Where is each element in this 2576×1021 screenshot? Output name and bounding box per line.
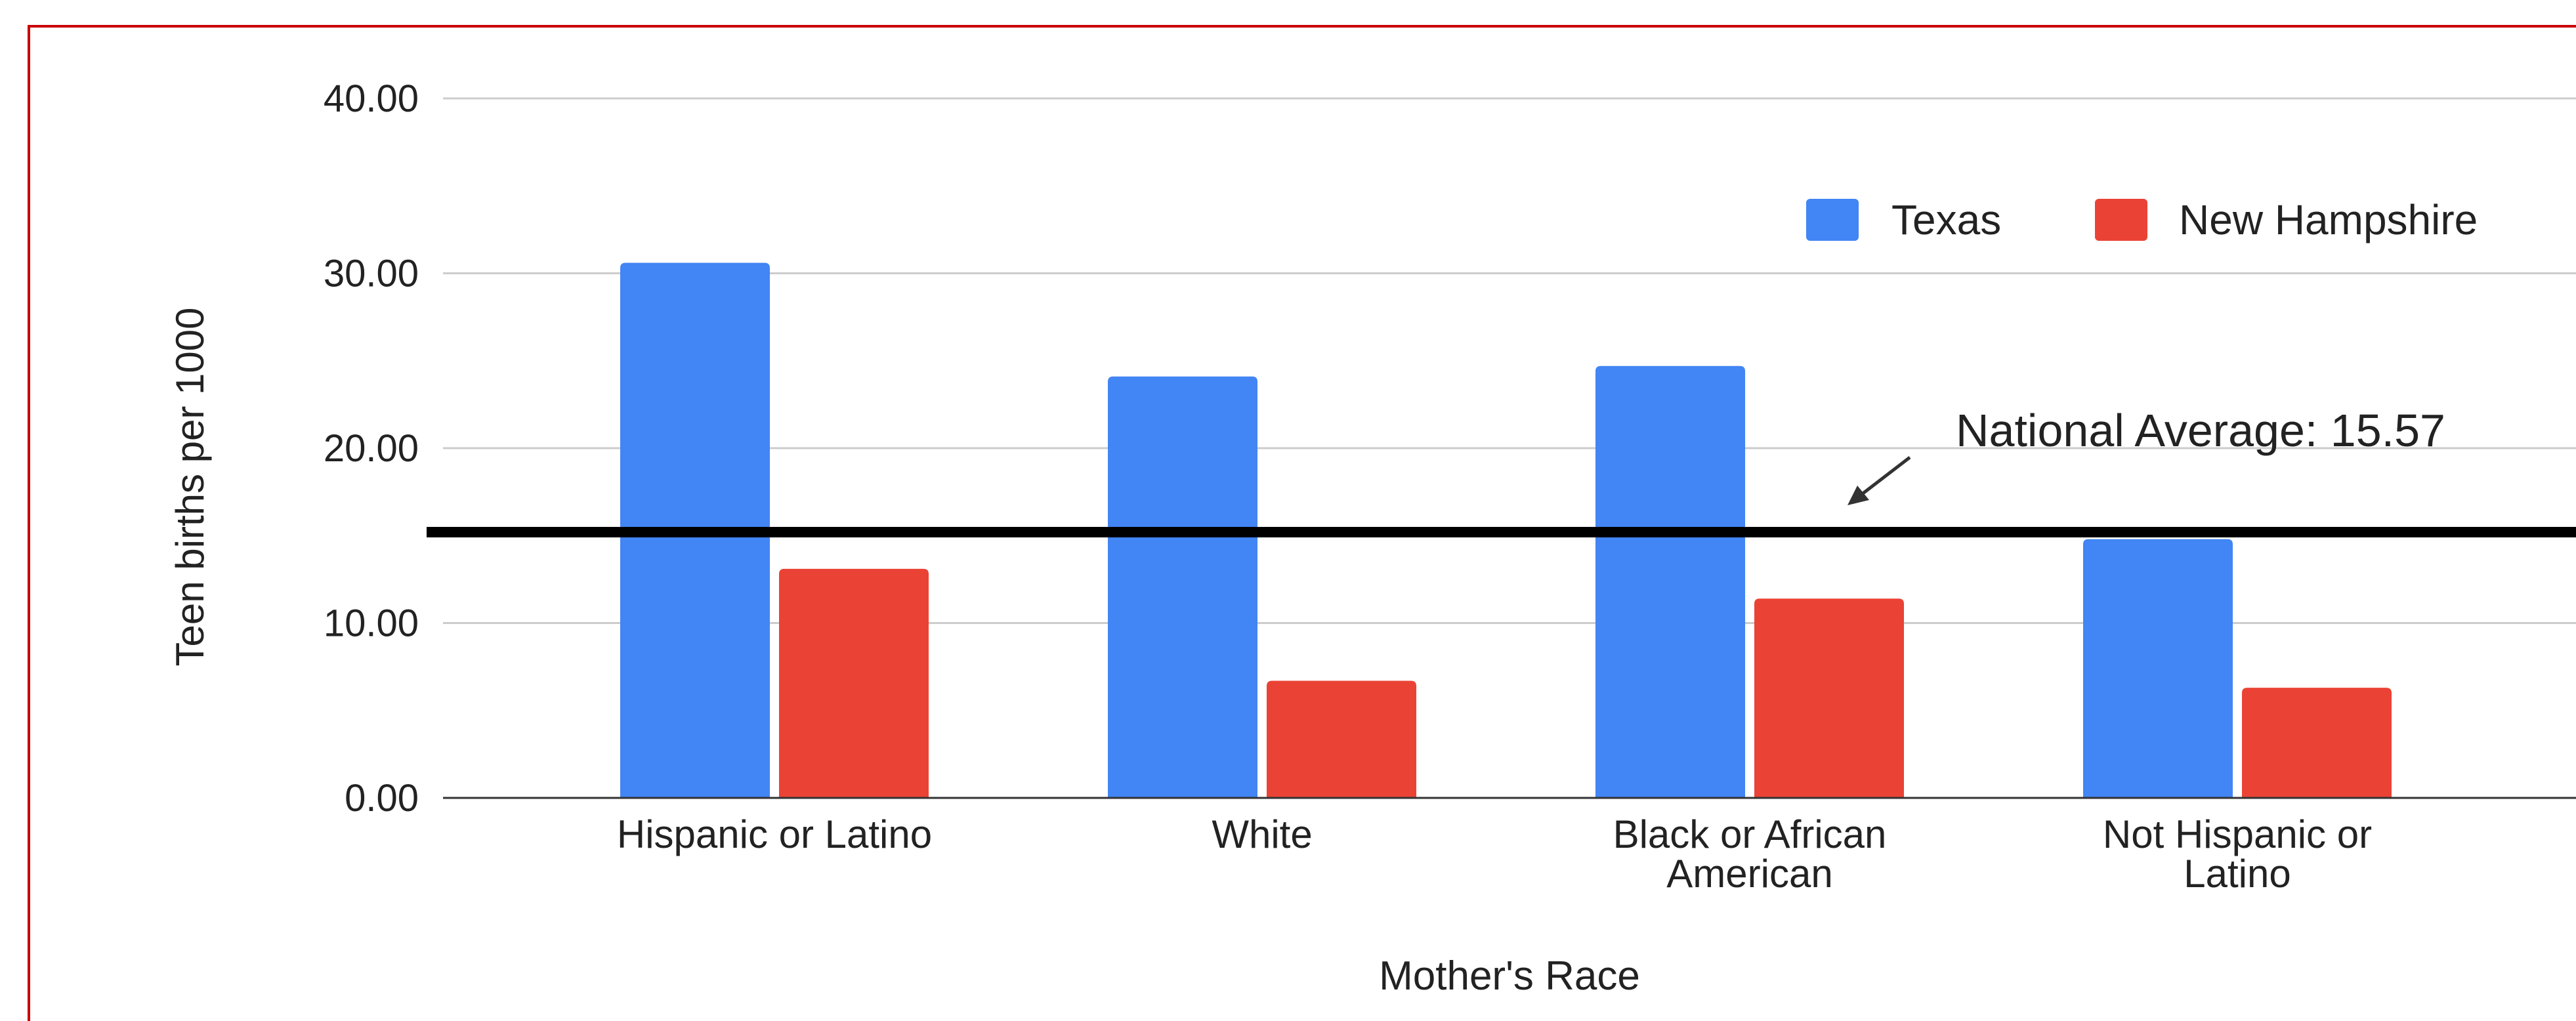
y-tick-label: 20.00 — [324, 427, 419, 470]
legend-label: Texas — [1891, 196, 2001, 243]
reference-line-group: National Average: 15.57 — [427, 405, 2576, 538]
y-tick-label: 30.00 — [324, 253, 419, 295]
y-tick-label: 40.00 — [324, 77, 419, 120]
bar-new-hampshire — [779, 568, 929, 798]
x-tick-label: Hispanic or Latino — [617, 812, 932, 856]
y-axis-label: Teen births per 1000 — [168, 307, 212, 666]
legend-swatch-new-hampshire — [2095, 199, 2147, 241]
x-tick-label: Black or African American — [1613, 812, 1887, 896]
annotation-arrow — [1855, 456, 1911, 500]
y-tick-label: 0.00 — [345, 777, 419, 820]
bar-new-hampshire — [1267, 680, 1416, 798]
y-tick-labels: 0.00 10.00 20.00 30.00 40.00 — [324, 77, 419, 820]
frame-border — [28, 25, 2576, 1021]
annotation-arrowhead — [1848, 486, 1869, 505]
legend: Texas New Hampshire — [1806, 196, 2478, 243]
bar-texas — [1108, 376, 1257, 798]
y-tick-label: 10.00 — [324, 602, 419, 645]
legend-swatch-texas — [1806, 199, 1859, 241]
national-average-label: National Average: 15.57 — [1956, 405, 2445, 456]
x-tick-labels: Hispanic or Latino White Black or African A… — [617, 812, 2372, 896]
x-tick-label: Not Hispanic or Latino — [2103, 812, 2372, 896]
bar-texas — [2083, 539, 2233, 798]
legend-label: New Hampshire — [2179, 196, 2478, 243]
bar-texas — [1595, 365, 1745, 798]
bars — [620, 262, 2392, 798]
x-tick-label: White — [1212, 812, 1312, 856]
bar-new-hampshire — [1754, 598, 1904, 798]
bar-new-hampshire — [2242, 688, 2392, 798]
x-axis-label: Mother's Race — [1379, 953, 1640, 999]
